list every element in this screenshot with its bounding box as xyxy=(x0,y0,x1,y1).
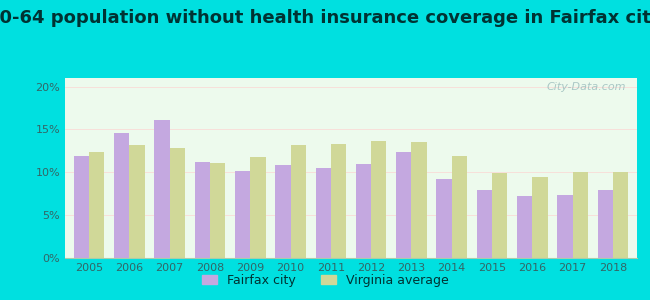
Bar xyxy=(275,165,291,258)
Bar xyxy=(436,179,452,258)
Bar xyxy=(210,163,226,258)
Bar xyxy=(250,157,266,258)
Bar xyxy=(557,195,573,258)
Bar xyxy=(532,177,547,258)
Text: 40-64 population without health insurance coverage in Fairfax city: 40-64 population without health insuranc… xyxy=(0,9,650,27)
Bar xyxy=(129,145,145,258)
Bar xyxy=(371,141,387,258)
Text: City-Data.com: City-Data.com xyxy=(546,82,625,92)
Bar xyxy=(517,196,532,258)
Bar xyxy=(411,142,427,258)
Bar xyxy=(331,144,346,258)
Bar xyxy=(597,190,613,258)
Legend: Fairfax city, Virginia average: Fairfax city, Virginia average xyxy=(198,270,452,291)
Bar xyxy=(452,156,467,258)
Bar xyxy=(291,145,306,258)
Bar xyxy=(170,148,185,258)
Bar xyxy=(89,152,105,258)
Bar xyxy=(114,133,129,258)
Bar xyxy=(315,168,331,258)
Bar xyxy=(573,172,588,258)
Bar xyxy=(613,172,628,258)
Bar xyxy=(155,120,170,258)
Bar xyxy=(396,152,411,258)
Bar xyxy=(356,164,371,258)
Bar xyxy=(492,173,507,258)
Bar xyxy=(476,190,492,258)
Bar xyxy=(74,156,89,258)
Bar xyxy=(235,171,250,258)
Bar xyxy=(195,162,210,258)
